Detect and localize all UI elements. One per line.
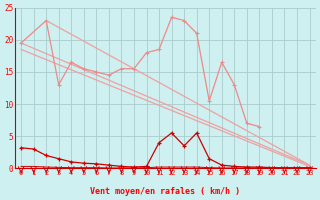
X-axis label: Vent moyen/en rafales ( km/h ): Vent moyen/en rafales ( km/h ) (90, 187, 240, 196)
